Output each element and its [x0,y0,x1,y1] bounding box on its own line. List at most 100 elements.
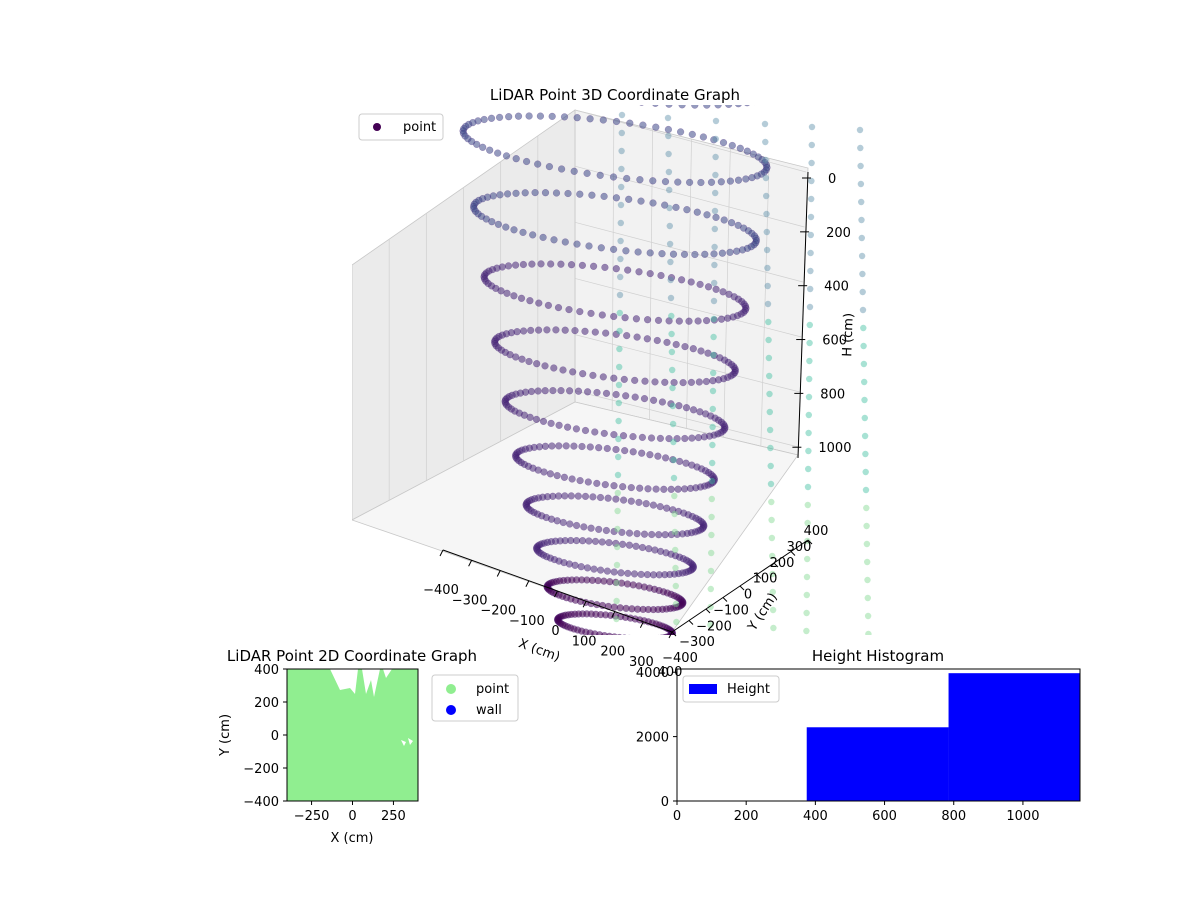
grid-line [611,119,615,411]
point-3d-far [765,336,772,344]
point-3d-far [711,225,718,233]
point-3d [627,698,634,705]
legend-2d-point-label: point [476,682,509,697]
point-3d [683,206,691,214]
point-3d [595,11,602,18]
point-3d [528,260,536,268]
point-3d [633,530,641,538]
point-3d [601,263,609,272]
point-3d-far [618,165,625,173]
point-3d-far [769,606,777,614]
point-3d [597,696,604,703]
point-3d [626,699,633,706]
point-3d-far [770,624,777,632]
point-3d [594,681,601,688]
point-3d [479,143,487,151]
point-3d [768,93,775,100]
x-tick [525,580,530,587]
point-3d [622,247,630,255]
point-3d [591,681,598,688]
point-3d [550,364,558,372]
point-3d [743,18,750,25]
point-3d [603,690,610,697]
point-3d [664,125,673,134]
point-3d [699,133,708,141]
point-3d [541,387,549,395]
point-3d [518,355,526,363]
point-3d [697,19,704,26]
x-tick-label-hist: 0 [673,809,681,824]
point-3d [588,673,595,680]
ticks-2d: −250 0 250 −400 −200 0 200 400 [243,663,406,824]
point-3d-far [803,609,810,617]
point-3d [571,326,579,335]
point-3d [652,485,660,493]
plot-2d-gap [330,669,413,746]
point-3d [687,278,695,286]
point-3d-far [767,480,775,488]
point-3d [630,692,637,699]
point-3d [520,31,527,38]
point-3d-far [668,312,675,320]
point-3d [573,650,580,657]
point-3d-far [666,204,673,212]
point-3d [572,521,581,530]
point-3d [595,444,603,452]
point-3d [450,49,457,56]
point-3d-far [665,150,672,158]
z-tick-label: 1000 [818,441,851,456]
point-3d [488,32,495,39]
point-3d [717,315,726,323]
point-3d [623,331,631,340]
point-3d [552,326,560,334]
point-3d [603,663,610,670]
point-3d [584,672,591,679]
x-tick [496,570,501,577]
point-3d [665,105,673,108]
point-3d [614,678,621,685]
point-3d [707,178,716,186]
point-3d-far [862,468,869,476]
y-tick-label: −200 [696,619,732,634]
point-3d [677,276,686,284]
point-3d [639,121,647,129]
point-3d [604,494,612,502]
x-tick-label: 400 [658,665,683,680]
point-3d [581,426,590,435]
point-3d [551,4,558,11]
point-3d [603,698,610,705]
x-tick [668,631,673,639]
point-3d [569,368,577,376]
point-3d [581,327,589,335]
point-3d [553,471,561,480]
point-3d [618,540,627,548]
point-3d [547,260,555,268]
point-3d-far [616,291,624,299]
point-3d [612,265,620,273]
point-3d-far [807,267,814,275]
point-3d [672,203,680,212]
point-3d [633,686,640,693]
point-3d [720,216,728,224]
point-3d [624,692,631,699]
point-3d [497,287,505,295]
point-3d-far [859,306,867,314]
point-3d [645,545,653,553]
point-3d-far [859,288,866,296]
point-3d [614,682,621,689]
point-3d [667,400,675,408]
point-3d [546,470,555,478]
point-3d [628,692,635,699]
point-3d [610,694,617,701]
point-3d [616,695,623,702]
point-3d [601,697,608,704]
point-3d-far [708,477,716,485]
point-3d [570,442,578,450]
point-3d [613,700,620,707]
point-3d [774,86,781,93]
point-3d [470,64,477,71]
point-3d [634,248,642,256]
point-3d [452,42,459,49]
point-3d [637,690,644,697]
point-3d [576,665,583,672]
